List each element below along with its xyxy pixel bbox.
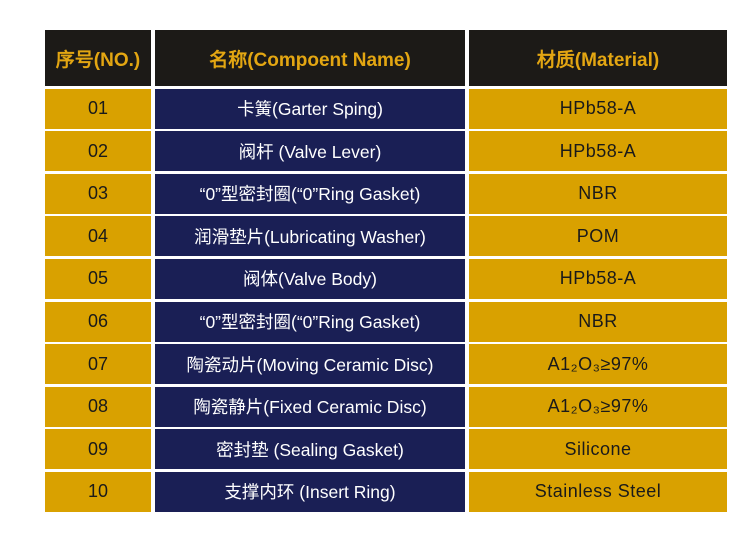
- row-no: 04: [45, 216, 151, 257]
- row-material: POM: [469, 216, 727, 257]
- row-name: 密封垫 (Sealing Gasket): [155, 429, 465, 470]
- row-no: 10: [45, 471, 151, 512]
- row-name: 润滑垫片(Lubricating Washer): [155, 216, 465, 257]
- row-name: 支撑内环 (Insert Ring): [155, 471, 465, 512]
- row-material: A1₂O₃≥97%: [469, 344, 727, 385]
- row-material: HPb58-A: [469, 131, 727, 172]
- row-material: HPb58-A: [469, 258, 727, 299]
- row-material: NBR: [469, 301, 727, 342]
- row-no: 03: [45, 173, 151, 214]
- row-name: 陶瓷动片(Moving Ceramic Disc): [155, 344, 465, 385]
- row-name: 陶瓷静片(Fixed Ceramic Disc): [155, 386, 465, 427]
- row-no: 08: [45, 386, 151, 427]
- row-no: 01: [45, 88, 151, 129]
- row-name: “0”型密封圈(“0”Ring Gasket): [155, 173, 465, 214]
- component-table: 序号(NO.) 名称(Compoent Name) 材质(Material) 0…: [45, 30, 727, 512]
- row-no: 09: [45, 429, 151, 470]
- row-material: NBR: [469, 173, 727, 214]
- row-no: 02: [45, 131, 151, 172]
- row-material: HPb58-A: [469, 88, 727, 129]
- row-name: 阀杆 (Valve Lever): [155, 131, 465, 172]
- row-no: 07: [45, 344, 151, 385]
- row-material: Stainless Steel: [469, 471, 727, 512]
- row-no: 06: [45, 301, 151, 342]
- header-no: 序号(NO.): [45, 30, 151, 86]
- row-material: A1₂O₃≥97%: [469, 386, 727, 427]
- row-name: 卡簧(Garter Sping): [155, 88, 465, 129]
- row-name: 阀体(Valve Body): [155, 258, 465, 299]
- row-material: Silicone: [469, 429, 727, 470]
- row-no: 05: [45, 258, 151, 299]
- row-name: “0”型密封圈(“0”Ring Gasket): [155, 301, 465, 342]
- header-material: 材质(Material): [469, 30, 727, 86]
- header-name: 名称(Compoent Name): [155, 30, 465, 86]
